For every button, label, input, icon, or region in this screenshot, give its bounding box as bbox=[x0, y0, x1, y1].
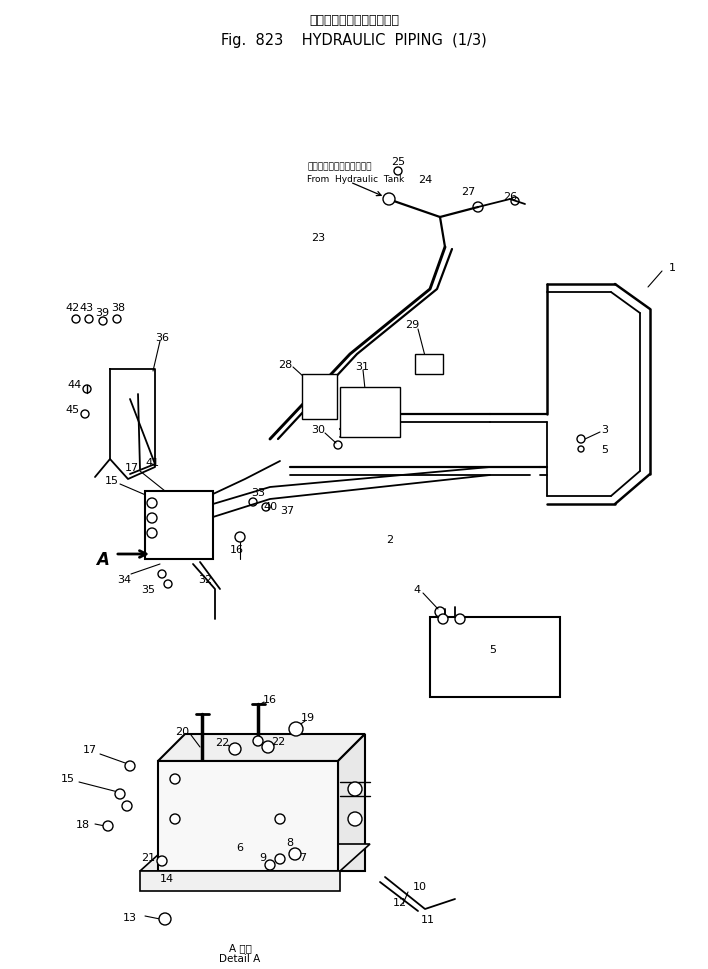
Circle shape bbox=[348, 812, 362, 827]
Text: 12: 12 bbox=[393, 897, 407, 907]
Text: 5: 5 bbox=[489, 644, 496, 654]
Circle shape bbox=[253, 736, 263, 746]
Text: 2: 2 bbox=[387, 535, 394, 545]
Text: 43: 43 bbox=[79, 302, 93, 313]
Circle shape bbox=[262, 741, 274, 753]
Text: 24: 24 bbox=[418, 174, 432, 185]
Text: Detail A: Detail A bbox=[219, 953, 261, 963]
Text: 17: 17 bbox=[83, 744, 97, 754]
Circle shape bbox=[235, 532, 245, 543]
Circle shape bbox=[383, 194, 395, 205]
Text: 39: 39 bbox=[95, 308, 109, 318]
Bar bbox=[415, 355, 443, 375]
Circle shape bbox=[275, 854, 285, 864]
Text: 37: 37 bbox=[280, 506, 294, 516]
Bar bbox=[140, 871, 340, 891]
Bar bbox=[302, 375, 337, 420]
Text: 4: 4 bbox=[413, 584, 421, 594]
Text: 28: 28 bbox=[278, 359, 292, 369]
Text: 41: 41 bbox=[146, 457, 160, 467]
Text: 16: 16 bbox=[230, 545, 244, 554]
Circle shape bbox=[157, 857, 167, 866]
Text: 30: 30 bbox=[311, 424, 325, 434]
Bar bbox=[145, 491, 213, 559]
Text: 18: 18 bbox=[76, 819, 90, 829]
Text: 6: 6 bbox=[236, 842, 244, 852]
Text: A: A bbox=[96, 550, 110, 569]
Text: 22: 22 bbox=[271, 736, 285, 746]
Polygon shape bbox=[158, 735, 365, 762]
Text: Fig.  823    HYDRAULIC  PIPING  (1/3): Fig. 823 HYDRAULIC PIPING (1/3) bbox=[221, 33, 487, 47]
Circle shape bbox=[438, 614, 448, 624]
Circle shape bbox=[125, 762, 135, 771]
Circle shape bbox=[147, 498, 157, 509]
Text: 29: 29 bbox=[405, 320, 419, 329]
Circle shape bbox=[115, 789, 125, 799]
Text: ハイドロリックタンクから: ハイドロリックタンクから bbox=[307, 163, 372, 172]
Circle shape bbox=[348, 782, 362, 797]
Bar bbox=[340, 388, 400, 438]
Circle shape bbox=[147, 514, 157, 523]
Text: 9: 9 bbox=[259, 852, 267, 862]
Text: ハイドロリックパイピング: ハイドロリックパイピング bbox=[309, 14, 399, 26]
Text: 15: 15 bbox=[105, 476, 119, 485]
Text: 7: 7 bbox=[299, 852, 307, 862]
Circle shape bbox=[147, 528, 157, 539]
Circle shape bbox=[289, 848, 301, 860]
Text: 19: 19 bbox=[301, 712, 315, 722]
Bar bbox=[430, 617, 560, 698]
Text: 21: 21 bbox=[141, 852, 155, 862]
Text: 44: 44 bbox=[68, 380, 82, 390]
Text: 22: 22 bbox=[215, 737, 229, 747]
Text: 45: 45 bbox=[66, 405, 80, 415]
Circle shape bbox=[103, 821, 113, 831]
Polygon shape bbox=[338, 735, 365, 871]
Text: 35: 35 bbox=[141, 584, 155, 594]
Circle shape bbox=[170, 814, 180, 825]
Bar bbox=[158, 762, 338, 871]
Text: 17: 17 bbox=[125, 462, 139, 473]
Text: 27: 27 bbox=[461, 187, 475, 197]
Text: 1: 1 bbox=[668, 263, 675, 272]
Text: 3: 3 bbox=[602, 424, 608, 434]
Text: 15: 15 bbox=[61, 773, 75, 783]
Text: 34: 34 bbox=[117, 575, 131, 584]
Text: 38: 38 bbox=[111, 302, 125, 313]
Circle shape bbox=[265, 860, 275, 870]
Circle shape bbox=[170, 774, 180, 784]
Text: 33: 33 bbox=[251, 487, 265, 497]
Text: 40: 40 bbox=[264, 502, 278, 512]
Text: 5: 5 bbox=[602, 445, 608, 454]
Polygon shape bbox=[140, 844, 370, 871]
Text: 31: 31 bbox=[355, 361, 369, 372]
Circle shape bbox=[455, 614, 465, 624]
Text: 36: 36 bbox=[155, 332, 169, 343]
Text: 11: 11 bbox=[421, 914, 435, 924]
Text: 25: 25 bbox=[391, 157, 405, 167]
Text: From  Hydraulic  Tank: From Hydraulic Tank bbox=[307, 174, 404, 183]
Circle shape bbox=[159, 913, 171, 925]
Text: 16: 16 bbox=[263, 694, 277, 704]
Text: 42: 42 bbox=[66, 302, 80, 313]
Text: 26: 26 bbox=[503, 192, 517, 202]
Circle shape bbox=[122, 801, 132, 811]
Text: A 詳細: A 詳細 bbox=[229, 942, 251, 952]
Circle shape bbox=[275, 814, 285, 825]
Circle shape bbox=[229, 743, 241, 755]
Text: 8: 8 bbox=[287, 837, 294, 847]
Text: 20: 20 bbox=[175, 726, 189, 736]
Circle shape bbox=[289, 722, 303, 736]
Text: 10: 10 bbox=[413, 881, 427, 891]
Text: 32: 32 bbox=[198, 575, 212, 584]
Text: 23: 23 bbox=[311, 233, 325, 243]
Text: 13: 13 bbox=[123, 912, 137, 922]
Text: 14: 14 bbox=[160, 873, 174, 883]
